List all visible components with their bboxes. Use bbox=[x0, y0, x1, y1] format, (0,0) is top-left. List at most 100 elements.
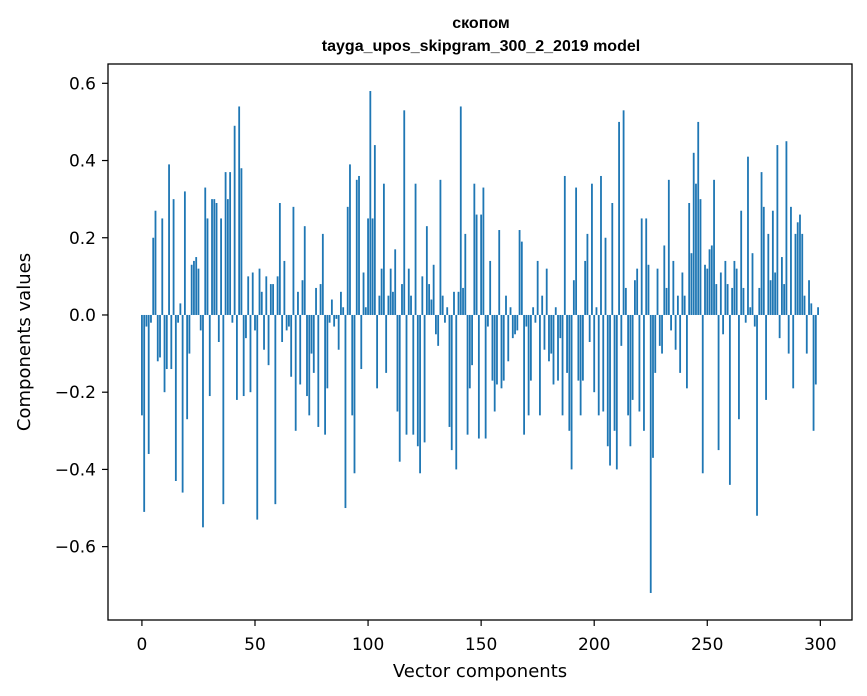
bar-238 bbox=[679, 314, 682, 373]
bar-185 bbox=[559, 314, 562, 339]
bar-294 bbox=[805, 314, 808, 354]
bar-16 bbox=[177, 314, 180, 323]
bar-19 bbox=[183, 191, 186, 315]
bar-194 bbox=[579, 314, 582, 416]
bar-80 bbox=[321, 233, 324, 315]
bar-270 bbox=[751, 253, 754, 315]
bar-128 bbox=[430, 299, 433, 315]
bar-53 bbox=[260, 291, 263, 315]
bar-156 bbox=[493, 314, 496, 412]
bar-56 bbox=[267, 314, 270, 366]
bar-61 bbox=[278, 203, 281, 315]
bar-12 bbox=[168, 164, 170, 315]
bar-218 bbox=[634, 280, 636, 315]
bar-280 bbox=[774, 272, 777, 315]
bar-73 bbox=[306, 314, 308, 397]
bar-145 bbox=[468, 314, 471, 389]
x-tick-label: 200 bbox=[578, 635, 610, 655]
bar-62 bbox=[281, 314, 284, 342]
bar-47 bbox=[247, 276, 250, 315]
bar-181 bbox=[550, 314, 553, 354]
bar-243 bbox=[690, 253, 693, 315]
bar-18 bbox=[181, 314, 184, 493]
bar-250 bbox=[706, 268, 709, 315]
bar-174 bbox=[534, 314, 537, 323]
bar-99 bbox=[364, 307, 367, 315]
bar-89 bbox=[342, 307, 345, 315]
bar-235 bbox=[672, 260, 675, 315]
y-axis-ticks: −0.6 −0.4 −0.2 0.0 0.2 0.4 0.6 bbox=[55, 74, 108, 558]
y-tick-label: −0.6 bbox=[55, 538, 96, 558]
bar-208 bbox=[611, 203, 614, 315]
bar-196 bbox=[584, 260, 587, 315]
bar-222 bbox=[643, 314, 645, 431]
bar-165 bbox=[514, 314, 516, 335]
bar-217 bbox=[631, 314, 634, 400]
bar-93 bbox=[351, 314, 354, 416]
bar-275 bbox=[762, 206, 765, 315]
bar-122 bbox=[416, 314, 419, 447]
bar-278 bbox=[769, 280, 772, 315]
bar-152 bbox=[484, 314, 487, 439]
bar-273 bbox=[758, 287, 761, 315]
bar-279 bbox=[771, 210, 774, 315]
bar-83 bbox=[328, 314, 331, 323]
bar-265 bbox=[740, 210, 743, 315]
bar-291 bbox=[799, 214, 801, 315]
bar-147 bbox=[473, 183, 476, 315]
bar-182 bbox=[552, 314, 555, 385]
bar-49 bbox=[251, 272, 254, 315]
bar-232 bbox=[665, 287, 668, 315]
bar-269 bbox=[749, 307, 752, 315]
bar-295 bbox=[808, 280, 810, 315]
bar-225 bbox=[649, 314, 652, 593]
bar-98 bbox=[362, 272, 365, 315]
bar-48 bbox=[249, 314, 252, 393]
bar-267 bbox=[744, 314, 747, 323]
bar-94 bbox=[353, 314, 356, 474]
bar-177 bbox=[541, 295, 544, 315]
bar-162 bbox=[507, 314, 510, 362]
chart-title: скопом bbox=[452, 15, 510, 32]
bar-187 bbox=[563, 175, 566, 315]
bar-236 bbox=[674, 314, 677, 350]
bar-132 bbox=[439, 179, 442, 315]
bar-241 bbox=[686, 314, 688, 389]
bar-25 bbox=[197, 268, 200, 315]
bar-216 bbox=[629, 314, 632, 447]
y-tick-label: −0.4 bbox=[55, 460, 96, 480]
bar-229 bbox=[658, 314, 661, 346]
bar-183 bbox=[554, 307, 557, 315]
bar-10 bbox=[163, 314, 166, 393]
bar-92 bbox=[349, 164, 351, 315]
bar-211 bbox=[618, 121, 620, 315]
bar-125 bbox=[423, 314, 426, 443]
bar-169 bbox=[523, 314, 525, 435]
bar-284 bbox=[783, 284, 786, 315]
bar-157 bbox=[496, 314, 498, 385]
bar-64 bbox=[285, 314, 288, 331]
bar-248 bbox=[701, 314, 704, 474]
bar-102 bbox=[371, 218, 374, 315]
bar-264 bbox=[738, 314, 740, 420]
bar-52 bbox=[258, 268, 261, 315]
bar-180 bbox=[548, 314, 550, 362]
bar-244 bbox=[692, 152, 695, 315]
bar-223 bbox=[645, 218, 648, 315]
bar-105 bbox=[378, 295, 381, 315]
bar-67 bbox=[292, 206, 295, 315]
bar-113 bbox=[396, 314, 399, 412]
bar-82 bbox=[326, 314, 329, 389]
bar-13 bbox=[170, 314, 173, 370]
bar-204 bbox=[602, 314, 605, 412]
bar-233 bbox=[667, 179, 670, 315]
bar-95 bbox=[355, 179, 358, 315]
bar-75 bbox=[310, 314, 313, 354]
chart-subtitle: tayga_upos_skipgram_300_2_2019 model bbox=[322, 38, 640, 55]
bar-130 bbox=[435, 314, 437, 335]
x-axis-ticks: 0 50 100 150 200 250 300 bbox=[137, 620, 837, 655]
bar-148 bbox=[475, 214, 478, 315]
bar-120 bbox=[412, 314, 415, 435]
bar-85 bbox=[333, 314, 336, 327]
